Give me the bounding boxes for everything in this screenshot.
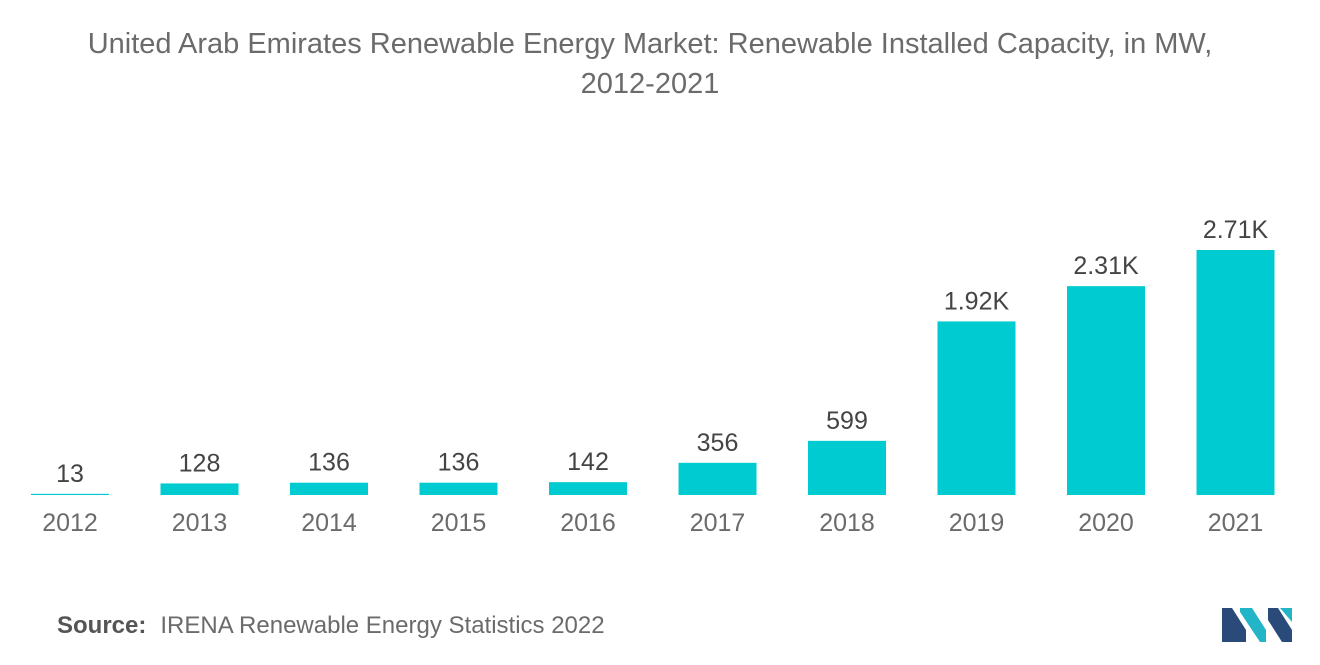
chart-title: United Arab Emirates Renewable Energy Ma… <box>20 24 1280 104</box>
bar-2016 <box>549 482 627 495</box>
x-tick-label-2019: 2019 <box>949 509 1005 537</box>
bar-2013 <box>160 483 239 495</box>
bar-2019 <box>937 321 1016 495</box>
data-label-2018: 599 <box>826 407 868 435</box>
bar-2015 <box>419 482 498 495</box>
bar-2014 <box>290 482 368 495</box>
x-tick-label-2014: 2014 <box>301 509 357 537</box>
x-tick-label-2015: 2015 <box>431 509 487 537</box>
data-label-2012: 13 <box>56 460 84 488</box>
data-label-2019: 1.92K <box>944 287 1010 315</box>
data-label-2021: 2.71K <box>1203 216 1269 244</box>
data-label-2015: 136 <box>438 449 480 477</box>
x-tick-label-2017: 2017 <box>690 509 746 537</box>
logo-shape-mid <box>1240 608 1266 642</box>
x-tick-label-2016: 2016 <box>560 509 616 537</box>
bar-2017 <box>678 462 757 495</box>
data-label-2016: 142 <box>567 448 609 476</box>
bar-2020 <box>1067 286 1145 495</box>
x-tick-label-2018: 2018 <box>819 509 875 537</box>
bar-2018 <box>808 440 886 495</box>
logo-shape-right <box>1268 608 1292 642</box>
chart-title-line-2: 2012-2021 <box>580 68 720 100</box>
bar-2012 <box>31 493 109 495</box>
data-label-2017: 356 <box>697 429 739 457</box>
bar-2021 <box>1196 250 1275 495</box>
source-note: Source: IRENA Renewable Energy Statistics… <box>57 612 605 640</box>
data-label-2013: 128 <box>179 449 221 477</box>
source-label: Source: <box>57 612 147 639</box>
mordor-intelligence-logo-icon <box>1222 608 1292 642</box>
x-tick-label-2020: 2020 <box>1078 509 1134 537</box>
x-tick-label-2012: 2012 <box>42 509 98 537</box>
logo-shape-left <box>1222 608 1246 642</box>
source-text: IRENA Renewable Energy Statistics 2022 <box>160 612 605 639</box>
data-label-2014: 136 <box>308 449 350 477</box>
x-tick-label-2013: 2013 <box>172 509 228 537</box>
data-label-2020: 2.31K <box>1073 252 1139 280</box>
chart-title-line-1: United Arab Emirates Renewable Energy Ma… <box>87 28 1213 60</box>
logo-shape-right-top <box>1280 608 1292 622</box>
x-tick-label-2021: 2021 <box>1208 509 1264 537</box>
